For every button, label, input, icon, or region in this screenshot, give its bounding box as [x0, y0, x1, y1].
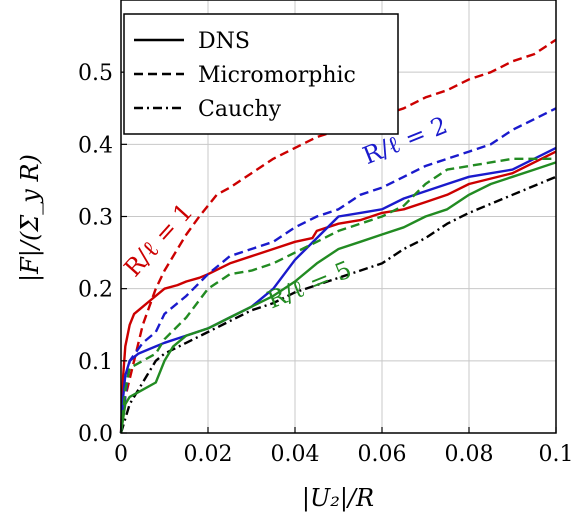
- x-tick-label: 0.04: [271, 442, 320, 467]
- ticks: 0 0.02 0.04 0.06 0.08 0.1 0.0 0.1 0.2 0.3 0.4 0.5: [78, 61, 574, 467]
- x-tick-label: 0.06: [358, 442, 407, 467]
- y-tick-label: 0.0: [78, 422, 113, 447]
- x-tick-label: 0.1: [539, 442, 574, 467]
- annotation-label: R/ℓ = 5: [263, 255, 355, 314]
- x-tick-label: 0: [114, 442, 128, 467]
- legend-box: [123, 13, 399, 135]
- annotation-label: R/ℓ = 1: [119, 198, 199, 282]
- x-axis-label: |U₂|/R: [302, 484, 374, 513]
- series-layer: [119, 38, 557, 434]
- annotations: R/ℓ = 1R/ℓ = 2R/ℓ = 5: [119, 111, 452, 314]
- legend: DNS Micromorphic Cauchy: [123, 13, 399, 135]
- series-line-dashed-6: [119, 157, 556, 434]
- legend-label-cauchy: Cauchy: [198, 97, 282, 122]
- legend-label-micromorphic: Micromorphic: [198, 63, 356, 88]
- y-tick-label: 0.4: [78, 133, 113, 158]
- series-line-solid-0: [119, 150, 557, 434]
- y-axis-label: |F|/(Σ_y R): [16, 154, 45, 282]
- y-tick-label: 0.5: [78, 61, 113, 86]
- y-tick-label: 0.1: [78, 350, 113, 375]
- series-line-solid-3: [119, 146, 557, 434]
- x-tick-label: 0.02: [184, 442, 233, 467]
- y-tick-label: 0.3: [78, 206, 113, 231]
- legend-label-dns: DNS: [198, 29, 250, 54]
- series-line-solid-5: [119, 161, 557, 434]
- series-line-dashed-1: [119, 38, 557, 434]
- y-tick-label: 0.2: [78, 278, 113, 303]
- x-tick-label: 0.08: [445, 442, 494, 467]
